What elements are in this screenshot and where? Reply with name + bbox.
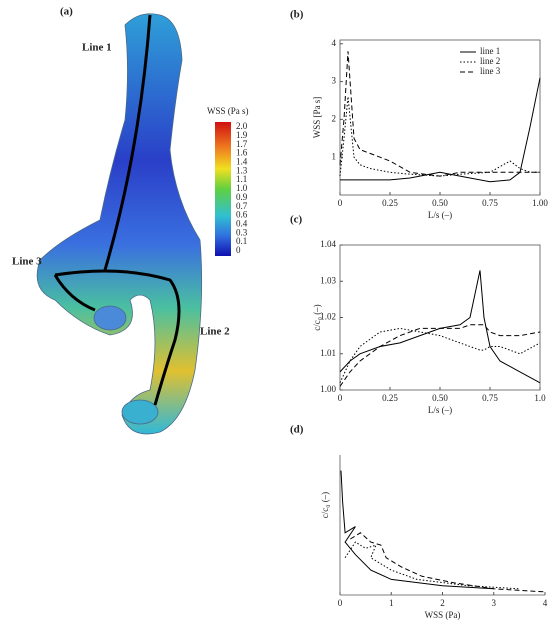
y-tick-label: 2 xyxy=(332,113,337,123)
y-axis-label: c/c₀ (–) xyxy=(312,304,322,330)
legend-label: line 3 xyxy=(480,66,501,76)
series-line xyxy=(345,542,519,589)
series-line xyxy=(340,328,540,382)
y-axis-label: WSS [Pa s] xyxy=(312,97,322,139)
x-tick-label: 0.50 xyxy=(432,198,448,208)
x-axis-label: WSS (Pa) xyxy=(425,610,461,620)
colorbar-tick-label: 0 xyxy=(236,245,241,255)
x-tick-label: 1.0 xyxy=(534,393,546,403)
line-label: Line 2 xyxy=(200,326,230,338)
x-tick-label: 0.75 xyxy=(482,393,498,403)
y-tick-label: 1.03 xyxy=(320,275,336,285)
y-axis-label: c/c₀ (–) xyxy=(320,492,330,518)
series-line xyxy=(340,270,540,382)
series-line xyxy=(340,78,540,182)
x-tick-label: 0.75 xyxy=(482,198,498,208)
colorbar xyxy=(215,122,231,256)
panel-label: (d) xyxy=(290,424,304,436)
y-tick-label: 1.02 xyxy=(320,312,336,322)
x-axis-label: L/s (–) xyxy=(428,405,452,415)
x-tick-label: 3 xyxy=(492,598,497,608)
panel-label: (a) xyxy=(60,6,73,18)
y-tick-label: 1.00 xyxy=(320,384,336,394)
x-tick-label: 1 xyxy=(389,598,394,608)
line-label: Line 1 xyxy=(82,42,112,54)
series-line xyxy=(340,97,540,176)
x-tick-label: 2 xyxy=(440,598,445,608)
plot-frame xyxy=(340,40,540,195)
x-tick-label: 0.50 xyxy=(432,393,448,403)
x-tick-label: 0.25 xyxy=(382,393,398,403)
series-line xyxy=(340,51,540,176)
y-tick-label: 1 xyxy=(332,151,337,161)
x-tick-label: 0 xyxy=(338,198,343,208)
y-tick-label: 1.04 xyxy=(320,239,336,249)
y-tick-label: 3 xyxy=(332,76,337,86)
legend-label: line 1 xyxy=(480,46,500,56)
series-line xyxy=(340,325,540,387)
x-axis-label: L/s (–) xyxy=(428,210,452,220)
page: (a) Line 1 Line 2 Line 3 WSS (Pa s) 2.01… xyxy=(0,0,549,628)
panel-label: (b) xyxy=(290,9,304,21)
vessel-render xyxy=(37,14,202,434)
x-tick-label: 1.00 xyxy=(532,198,548,208)
plot-frame xyxy=(340,245,540,390)
x-tick-label: 4 xyxy=(543,598,548,608)
figure: (a) Line 1 Line 2 Line 3 WSS (Pa s) 2.01… xyxy=(0,0,549,623)
y-tick-label: 1.01 xyxy=(320,348,336,358)
colorbar-title: WSS (Pa s) xyxy=(207,106,249,116)
legend-label: line 2 xyxy=(480,56,500,66)
x-tick-label: 0 xyxy=(338,598,343,608)
y-tick-label: 4 xyxy=(332,38,337,48)
x-tick-label: 0.25 xyxy=(382,198,398,208)
line-label: Line 3 xyxy=(12,256,42,268)
panel-label: (c) xyxy=(290,214,303,226)
series-line xyxy=(341,471,494,589)
x-tick-label: 0 xyxy=(338,393,343,403)
